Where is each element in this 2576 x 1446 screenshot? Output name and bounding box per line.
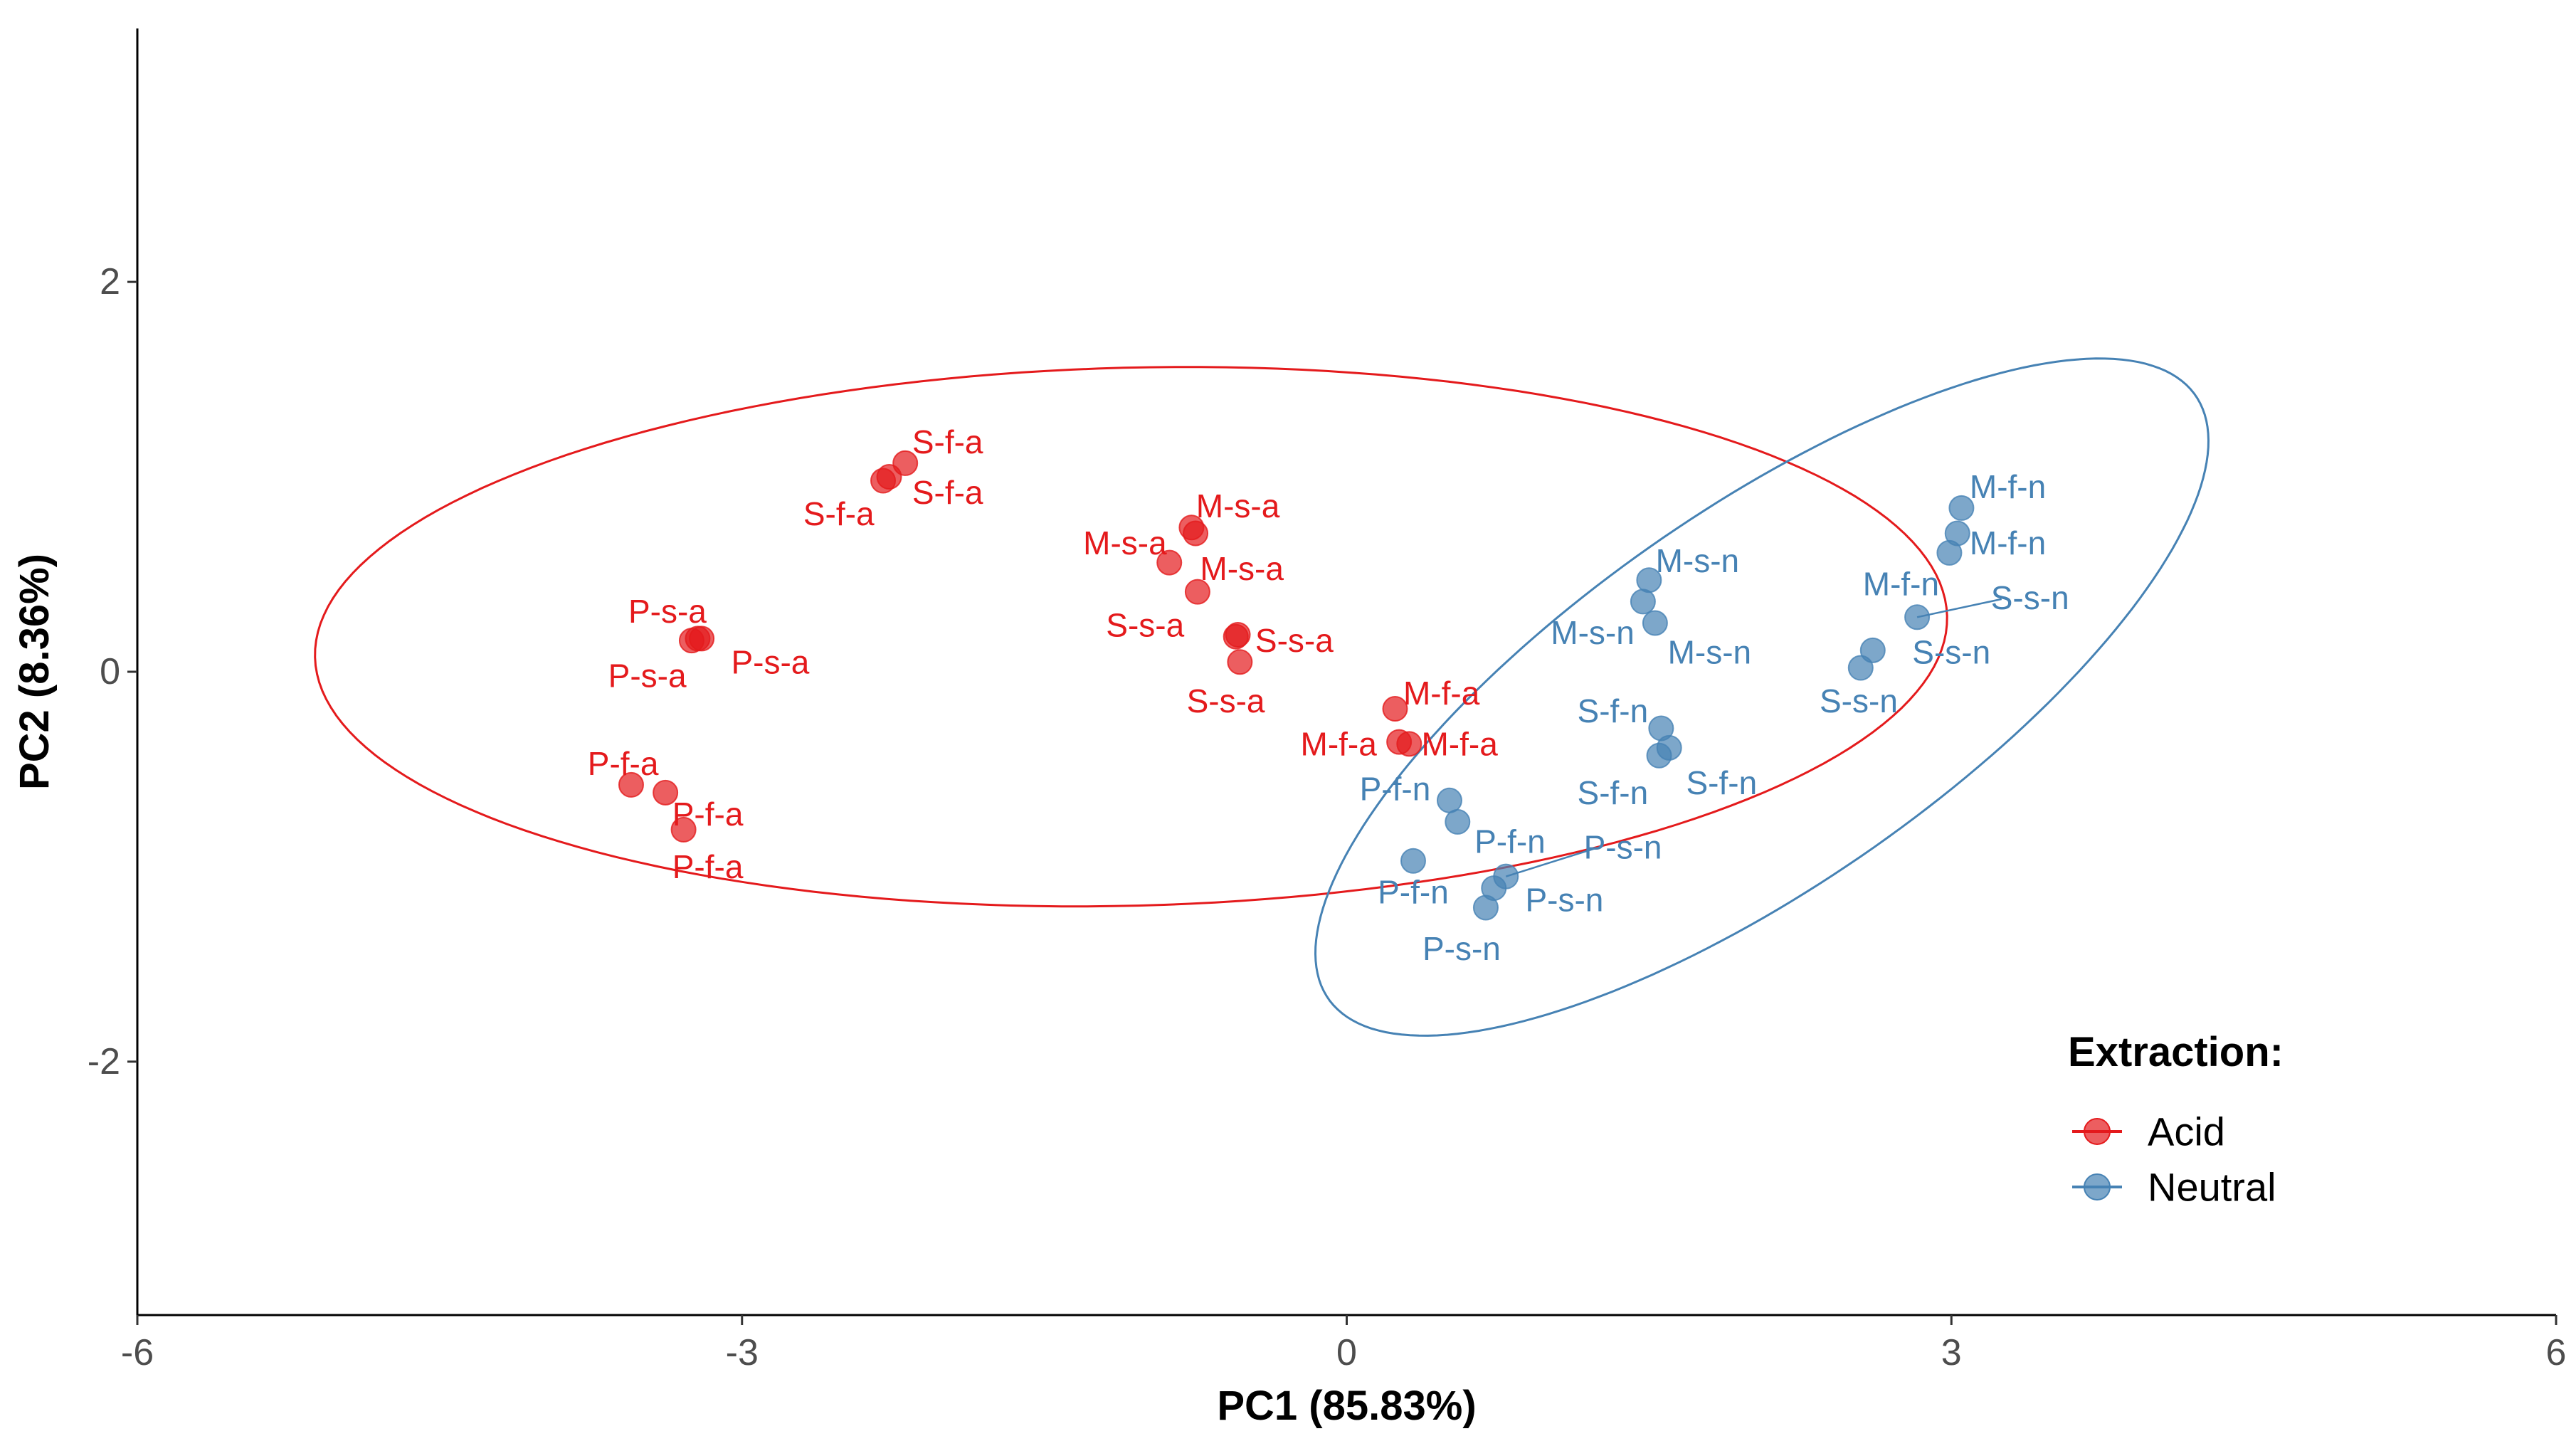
- label-leader-line: [1916, 598, 2002, 618]
- point-label-m-s-n: M-s-n: [1551, 614, 1635, 651]
- point-label-m-s-n: M-s-n: [1668, 634, 1752, 671]
- point-neutral-m-s-n-4: [1630, 589, 1656, 615]
- point-acid-m-s-a-4: [1183, 520, 1209, 547]
- point-label-m-f-n: M-f-n: [1970, 468, 2046, 505]
- point-label-m-s-a: M-s-a: [1083, 524, 1167, 561]
- point-label-s-s-a: S-s-a: [1255, 622, 1334, 659]
- point-label-m-f-n: M-f-n: [1863, 566, 1939, 603]
- y-axis-title: PC2 (8.36%): [11, 554, 58, 790]
- point-neutral-p-s-n-17: [1472, 894, 1499, 921]
- point-label-m-f-a: M-f-a: [1301, 725, 1378, 762]
- point-acid-m-f-a-15: [1396, 731, 1422, 757]
- point-label-m-s-a: M-s-a: [1200, 550, 1284, 587]
- point-label-s-f-a: S-f-a: [912, 423, 983, 460]
- point-label-m-f-a: M-f-a: [1403, 675, 1480, 712]
- point-acid-p-f-a-17: [653, 779, 679, 806]
- point-label-p-f-n: P-f-n: [1378, 874, 1449, 911]
- point-neutral-m-s-n-5: [1642, 610, 1668, 636]
- point-label-p-f-n: P-f-n: [1474, 823, 1546, 860]
- point-acid-m-s-a-6: [1184, 579, 1210, 605]
- point-acid-p-s-a-9: [689, 626, 715, 652]
- axes: -6 -3 0 3 6 -2 0 2 PC1 (85.83%) PC2 (8.36%): [11, 28, 2566, 1429]
- point-label-p-s-a: P-s-a: [731, 643, 809, 680]
- point-label-p-s-n: P-s-n: [1422, 930, 1501, 967]
- legend-label-neutral: Neutral: [2148, 1165, 2276, 1210]
- x-tick-label: 6: [2546, 1332, 2567, 1373]
- ellipse-neutral: [1314, 357, 2210, 1037]
- point-acid-m-f-a-13: [1382, 696, 1408, 722]
- point-label-m-f-n: M-f-n: [1970, 524, 2046, 561]
- x-tick-label: -6: [121, 1332, 154, 1373]
- point-neutral-p-f-n-12: [1436, 787, 1462, 813]
- label-leader-line: [1505, 848, 1595, 877]
- y-tick-label: -2: [88, 1041, 120, 1082]
- point-label-p-s-n: P-s-n: [1525, 882, 1603, 919]
- point-label-s-f-a: S-f-a: [803, 495, 875, 532]
- legend-key-acid: [2084, 1118, 2111, 1145]
- point-label-p-f-a: P-f-a: [672, 848, 744, 885]
- point-neutral-s-s-n-8: [1847, 655, 1874, 681]
- point-label-s-f-n: S-f-n: [1686, 764, 1758, 801]
- x-tick-label: -3: [726, 1332, 759, 1373]
- point-label-p-s-n: P-s-n: [1584, 829, 1662, 866]
- point-acid-p-f-a-18: [670, 816, 697, 843]
- x-tick-label: 3: [1941, 1332, 1962, 1373]
- point-label-p-s-a: P-s-a: [608, 657, 687, 694]
- point-neutral-p-f-n-14: [1400, 848, 1426, 874]
- point-acid-s-s-a-11: [1227, 649, 1253, 675]
- point-label-p-s-a: P-s-a: [628, 593, 707, 630]
- y-tick-label: 2: [100, 261, 120, 302]
- point-label-m-s-a: M-s-a: [1196, 487, 1280, 524]
- legend-title: Extraction:: [2068, 1029, 2284, 1075]
- point-label-p-f-a: P-f-a: [588, 745, 659, 782]
- point-label-s-s-n: S-s-n: [1820, 682, 1898, 719]
- legend-label-acid: Acid: [2148, 1109, 2225, 1154]
- point-acid-s-s-a-12: [1223, 623, 1249, 650]
- point-label-s-f-n: S-f-n: [1578, 774, 1649, 811]
- y-tick-label: 0: [100, 651, 120, 692]
- point-label-m-s-n: M-s-n: [1656, 542, 1740, 579]
- point-label-s-f-n: S-f-n: [1578, 692, 1649, 729]
- x-tick-label: 0: [1336, 1332, 1357, 1373]
- point-labels: S-f-a S-f-a S-f-a M-s-a M-s-a M-s-a S-s-a P-s-a…: [588, 423, 2069, 967]
- point-label-s-s-a: S-s-a: [1106, 606, 1184, 643]
- point-neutral-m-f-n-2: [1936, 539, 1963, 566]
- point-label-m-f-a: M-f-a: [1421, 725, 1498, 762]
- legend: Extraction: Acid Neutral: [2068, 1029, 2284, 1210]
- point-acid-s-f-a-2: [892, 450, 919, 476]
- legend-key-neutral: [2084, 1173, 2111, 1200]
- point-label-s-s-n: S-s-n: [1991, 579, 2069, 616]
- point-neutral-s-f-n-11: [1646, 742, 1672, 769]
- confidence-ellipses: [314, 357, 2210, 1037]
- point-neutral-p-f-n-13: [1445, 808, 1471, 835]
- point-acid-p-f-a-16: [618, 771, 644, 798]
- point-acid-m-s-a-5: [1156, 549, 1183, 576]
- x-axis-title: PC1 (85.83%): [1217, 1383, 1476, 1429]
- data-points: [618, 450, 1975, 921]
- point-label-s-s-a: S-s-a: [1187, 682, 1265, 719]
- point-label-s-f-a: S-f-a: [912, 474, 983, 511]
- ellipse-acid: [314, 366, 1948, 908]
- point-label-p-f-n: P-f-n: [1360, 770, 1431, 807]
- point-label-p-f-a: P-f-a: [672, 796, 744, 833]
- point-label-s-s-n: S-s-n: [1912, 634, 1990, 671]
- point-neutral-m-f-n-0: [1948, 495, 1975, 521]
- point-neutral-s-s-n-7: [1859, 637, 1886, 663]
